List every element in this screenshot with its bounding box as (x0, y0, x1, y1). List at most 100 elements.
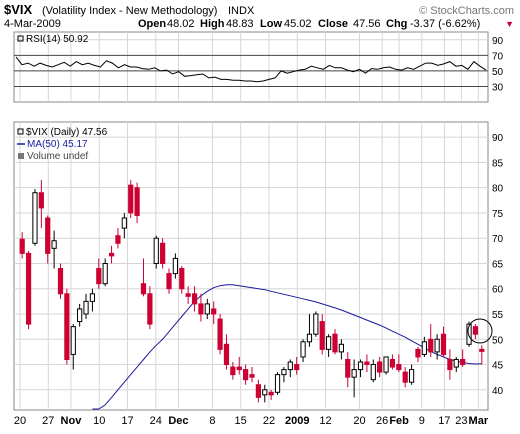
candle-body-down (25, 252, 32, 325)
x-axis-label: 17 (121, 415, 133, 427)
price-tick-labels: 90 85 80 75 70 65 60 55 50 45 40 (492, 133, 504, 397)
candle-body-down (38, 192, 44, 209)
price-tick-label: 55 (492, 310, 504, 321)
price-tick-label: 60 (492, 285, 504, 296)
candle-body-up (325, 336, 332, 350)
high-label: High (200, 18, 225, 30)
candle-body-down (460, 358, 466, 366)
candle-body-down (389, 358, 396, 368)
candle-body-down (223, 343, 230, 366)
last-close-highlight-circle (467, 318, 493, 344)
candle-body-up (338, 343, 344, 353)
candle-body-up (70, 326, 76, 355)
high-value: 48.83 (226, 18, 254, 30)
x-axis-label: 15 (235, 415, 247, 427)
open-label: Open (138, 18, 166, 30)
candle-body-down (377, 361, 383, 373)
candle-body-down (440, 333, 447, 355)
rsi-legend: RSI(14) 50.92 (26, 34, 89, 45)
candle-body-up (204, 303, 210, 315)
x-axis-label: 26 (376, 415, 388, 427)
candle-body-up (89, 293, 96, 302)
candle-body-down (211, 308, 217, 315)
price-tick-label: 90 (492, 133, 504, 144)
candle-body-up (408, 369, 415, 383)
rsi-line (15, 56, 487, 83)
close-value: 47.56 (353, 18, 381, 30)
x-axis-label: 27 (42, 415, 54, 427)
chg-value: -3.37 (-6.62%) (410, 18, 480, 30)
rsi-panel: 90 70 50 30 RSI(14) 50.92 (13, 31, 504, 103)
low-label: Low (260, 18, 282, 30)
ma50-line (92, 284, 482, 410)
price-tick-label: 70 (492, 234, 504, 245)
x-axis-label: Dec (168, 415, 188, 427)
x-axis-label: 24 (150, 415, 162, 427)
rsi-frame (13, 31, 489, 103)
close-label: Close (318, 18, 348, 30)
candle-body-up (172, 257, 179, 275)
price-legend-marker-icon (17, 128, 24, 135)
price-tick-label: 75 (492, 209, 504, 220)
candle-body-down (447, 358, 453, 371)
candles (19, 180, 485, 403)
candle-body-down (332, 333, 338, 353)
x-axis-label: 2009 (285, 415, 309, 427)
candle-body-up (32, 192, 38, 244)
candle-body-down (108, 252, 115, 257)
price-panel: 90 85 80 75 70 65 60 55 50 45 40 $VIX (Daily) 47.5… (13, 121, 504, 411)
volume-legend-marker-icon (18, 153, 24, 159)
x-axis-label: 12 (319, 415, 331, 427)
x-axis-label: Mar (469, 415, 489, 427)
candle-body-up (466, 323, 472, 345)
x-axis-label: 23 (455, 415, 467, 427)
price-tick-label: 80 (492, 184, 504, 195)
candle-body-down (64, 293, 70, 360)
candle-body-down (179, 268, 185, 290)
x-axis-label: 20 (353, 415, 365, 427)
candle-body-down (345, 358, 351, 378)
symbol-title: $VIX (4, 2, 33, 17)
open-value: 48.02 (167, 18, 195, 30)
volume-legend: Volume undef (27, 151, 88, 162)
candle-body-down (415, 348, 421, 358)
candle-body-down (128, 184, 134, 214)
exchange-label: INDX (228, 5, 255, 17)
candle-body-down (364, 361, 370, 366)
price-frame (13, 121, 489, 411)
candle-body-up (300, 341, 306, 358)
candle-body-up (370, 364, 376, 381)
price-grid (14, 122, 488, 410)
candle-body-up (83, 300, 89, 315)
candle-body-down (319, 321, 325, 350)
x-axis-label: 8 (209, 415, 215, 427)
candle-body-up (153, 237, 159, 264)
candle-body-up (77, 308, 83, 323)
candle-body-up (421, 341, 427, 355)
x-axis-label: 20 (14, 415, 26, 427)
candle-body-down (236, 366, 242, 371)
candle-body-down (396, 364, 402, 371)
candle-body-down (472, 326, 479, 335)
quote-date: 4-Mar-2009 (4, 18, 61, 30)
price-tick-label: 65 (492, 259, 504, 270)
candle-body-down (19, 238, 25, 254)
symbol-name: (Volatility Index - New Methodology) (42, 5, 217, 17)
candle-body-down (249, 374, 255, 378)
price-legend: $VIX (Daily) 47.56 (26, 127, 108, 138)
ma-legend: MA(50) 45.17 (27, 139, 88, 150)
candle-body-up (383, 356, 389, 373)
candle-body-up (434, 338, 440, 353)
rsi-tick-label: 90 (492, 36, 504, 47)
watermark: © StockCharts.com (419, 5, 514, 17)
x-axis-label: 9 (419, 415, 425, 427)
rsi-tick-label: 70 (492, 51, 504, 62)
low-value: 45.02 (284, 18, 312, 30)
candle-body-down (268, 391, 274, 396)
candle-body-down (402, 371, 408, 383)
candle-body-down (45, 217, 51, 254)
candle-body-down (191, 293, 198, 305)
candle-body-up (281, 369, 287, 376)
candle-body-down (428, 338, 434, 353)
